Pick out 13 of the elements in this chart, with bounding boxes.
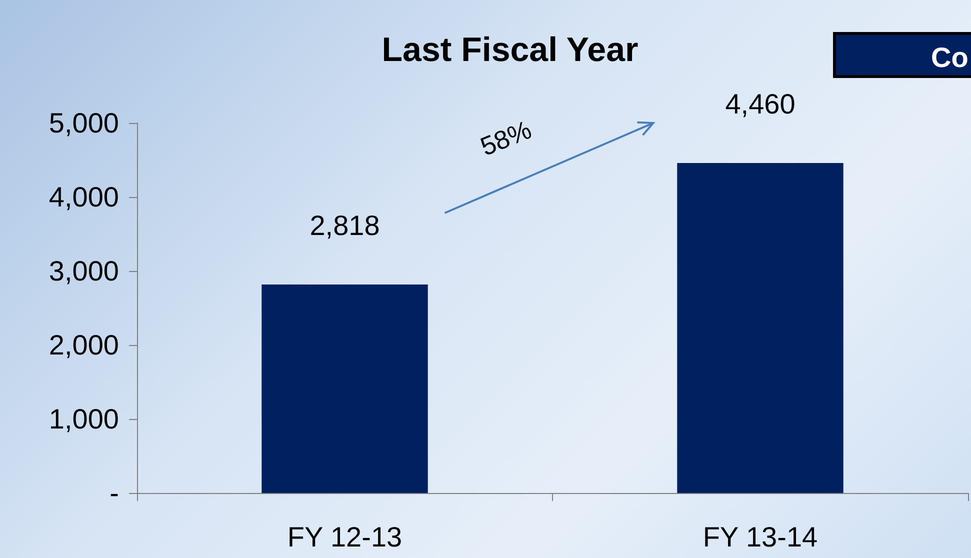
y-tick-label: -	[110, 478, 119, 508]
x-tick-label: FY 12-13	[287, 522, 402, 552]
data-label: 4,460	[725, 88, 796, 120]
y-tick-label: 1,000	[48, 404, 119, 434]
data-label: 2,818	[310, 210, 380, 241]
y-tick-label: 5,000	[48, 108, 119, 138]
y-tick-label: 3,000	[48, 256, 119, 286]
chart-title: Last Fiscal Year	[382, 31, 638, 69]
y-tick-label: 4,000	[48, 182, 119, 212]
text: Co	[833, 32, 971, 78]
x-tick-label: FY 13-14	[702, 522, 818, 552]
annotation: 58%	[476, 114, 536, 163]
y-tick-label: 2,000	[48, 330, 119, 360]
